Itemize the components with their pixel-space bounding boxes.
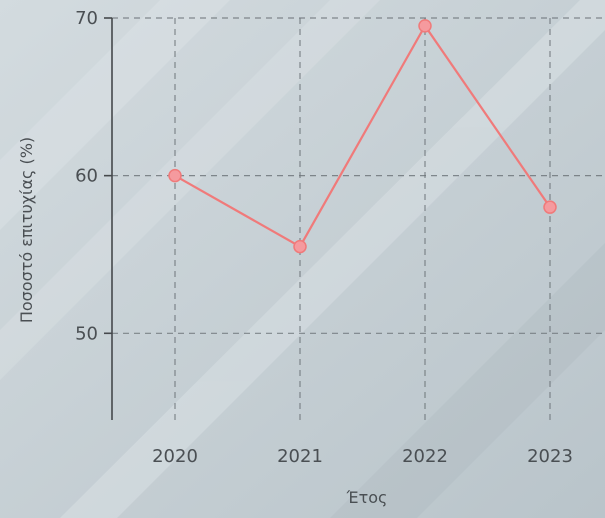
axes xyxy=(104,17,113,420)
tick-labels: 50 60 70 2020 2021 2022 2023 xyxy=(75,8,573,467)
data-point xyxy=(418,19,432,33)
data-point xyxy=(168,168,182,183)
x-axis-label: Έτος xyxy=(346,488,388,507)
x-tick-label: 2022 xyxy=(402,446,448,467)
data-point xyxy=(543,200,557,214)
grid-lines xyxy=(112,17,605,420)
y-tick-label: 70 xyxy=(75,8,98,29)
x-tick-label: 2021 xyxy=(277,446,323,467)
x-tick-label: 2020 xyxy=(152,446,198,467)
series-line xyxy=(174,23,551,249)
x-tick-label: 2023 xyxy=(527,446,573,467)
data-point xyxy=(293,239,307,254)
y-axis-label: Ποσοστό επιτυχίας (%) xyxy=(17,137,36,323)
y-tick-label: 50 xyxy=(75,323,98,344)
series xyxy=(168,19,557,254)
y-tick-label: 60 xyxy=(75,166,98,187)
